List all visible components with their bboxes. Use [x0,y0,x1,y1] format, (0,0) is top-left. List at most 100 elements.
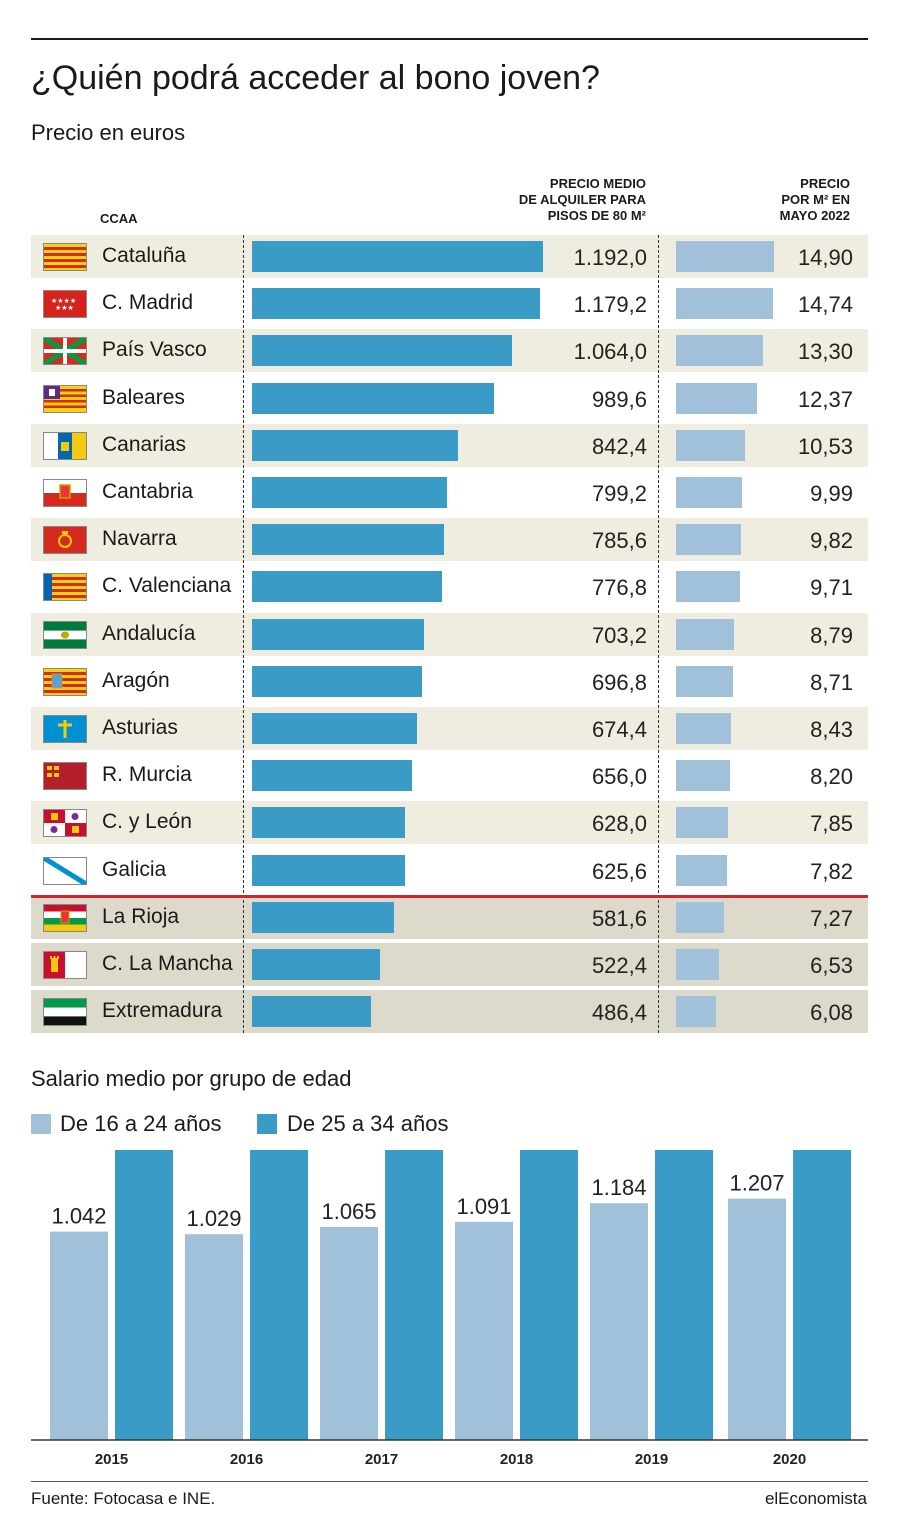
sqm-price-bar [676,477,742,508]
brand-logo: elEconomista [764,1489,867,1508]
year-tick-label: 2016 [230,1451,263,1468]
region-name: Andalucía [102,621,196,645]
rent-price-label: 1.179,2 [573,292,647,318]
legend-label-25-34: De 25 a 34 años [287,1111,449,1136]
year-tick-label: 2017 [365,1451,398,1468]
flag-galicia-icon [43,856,87,885]
table-row: Aragón 696,8 8,71 [31,660,868,703]
chart-subtitle: Precio en euros [31,120,186,145]
flag-castilla-leon-icon [43,809,87,838]
header-sqm-line: PRECIO [800,176,850,191]
rent-price-label: 581,6 [591,905,647,931]
flag-castilla-la-mancha-icon [43,951,87,979]
rent-price-label: 1.192,0 [573,245,647,270]
sqm-price-label: 8,71 [810,669,853,695]
rent-price-bar [252,335,512,367]
svg-text:★★★★: ★★★★ [51,297,76,305]
header-ccaa: CCAA [100,211,138,226]
region-name: País Vasco [102,338,207,362]
flag-asturias-icon [43,715,87,743]
salary-bar-25-34 [115,1150,173,1440]
salary-bar-25-34 [385,1150,443,1440]
salary-bar-16-24 [50,1231,108,1440]
rent-price-label: 486,4 [591,1000,647,1026]
table-row: Cantabria 799,2 9,99 [31,471,868,514]
rent-price-label: 696,8 [591,669,647,695]
sqm-price-bar [676,901,724,933]
sqm-price-label: 8,20 [810,764,853,790]
rent-price-bar [252,571,442,603]
rent-price-bar [252,241,543,272]
rent-price-label: 703,2 [591,622,647,648]
flag-navarra-icon [43,526,87,555]
threshold-line [31,895,868,898]
sqm-price-label: 13,30 [797,339,853,365]
sqm-price-label: 7,27 [810,905,853,931]
region-name: Asturias [102,716,178,739]
sqm-price-bar [676,429,746,461]
flag-extremadura-icon [43,998,87,1027]
flag-cantabria-icon [43,479,87,507]
table-row: La Rioja 581,6 7,27 [31,895,868,939]
sqm-price-bar [676,524,741,556]
rent-price-bar [252,288,540,320]
rent-price-label: 1.064,0 [573,339,647,365]
page-title: ¿Quién podrá acceder al bono joven? [31,59,600,97]
rent-price-bar [252,949,380,980]
rent-price-label: 842,4 [591,433,647,459]
sqm-price-bar [676,571,740,603]
sqm-price-label: 8,79 [810,622,853,648]
region-name: Aragón [102,668,170,692]
salary-value-label: 1.065 [321,1199,376,1224]
rent-price-bar [252,901,394,933]
top-rule [31,38,868,40]
rent-price-label: 656,0 [591,764,647,790]
rent-price-bar [252,477,448,508]
sqm-price-label: 9,82 [810,528,853,554]
rent-price-label: 628,0 [591,811,647,837]
year-tick-label: 2020 [773,1451,806,1468]
table-row: Baleares 989,6 12,37 [31,377,868,420]
legend-swatch-16-24 [31,1114,51,1134]
year-tick-label: 2015 [95,1451,128,1468]
rent-price-bar [252,996,371,1028]
sqm-price-bar [676,665,734,697]
salary-bar-16-24 [185,1234,243,1440]
region-name: R. Murcia [102,763,192,787]
table-row: Canarias 842,4 10,53 [31,423,868,467]
header-rent-line: DE ALQUILER PARA [518,192,646,207]
sqm-price-label: 6,53 [810,953,853,978]
sqm-price-bar [676,288,773,320]
rent-price-label: 799,2 [591,481,647,506]
header-sqm-line: MAYO 2022 [779,208,850,223]
table-row: C. Valenciana 776,8 9,71 [31,565,868,608]
rent-price-bar [252,807,406,839]
sqm-price-label: 7,82 [810,858,853,884]
sqm-price-label: 9,99 [810,481,853,506]
salary-bar-25-34 [250,1150,308,1440]
rent-price-label: 674,4 [591,717,647,742]
sqm-price-label: 9,71 [810,575,853,601]
region-name: Canarias [102,432,187,456]
header-price-per-sqm: PRECIO POR M² EN MAYO 2022 [730,176,850,224]
sqm-price-bar [676,949,719,980]
legend-swatch-25-34 [257,1114,277,1134]
region-name: Extremadura [102,999,223,1023]
salary-bar-16-24 [590,1203,648,1440]
sqm-price-bar [676,241,774,272]
year-tick-label: 2018 [500,1451,533,1468]
region-name: La Rioja [102,904,180,928]
rent-price-bar [252,713,417,744]
table-row: Cataluña 1.192,0 14,90 [31,235,868,278]
sqm-price-bar [676,618,734,650]
salary-chart-title: Salario medio por grupo de edad [31,1066,352,1091]
table-row: C. y León 628,0 7,85 [31,801,868,845]
sqm-price-bar [676,807,728,839]
rent-price-label: 989,6 [591,386,647,412]
header-rent-price: PRECIO MEDIO DE ALQUILER PARA PISOS DE 8… [456,176,646,224]
region-name: C. y León [102,810,192,834]
sqm-price-bar [676,996,716,1028]
sqm-price-label: 12,37 [797,386,853,412]
divider-dotted [243,235,244,1033]
flag-murcia-icon [43,762,87,791]
